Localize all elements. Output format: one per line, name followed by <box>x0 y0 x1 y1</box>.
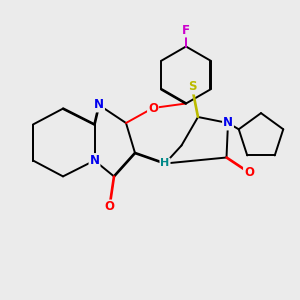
Text: F: F <box>182 23 190 37</box>
Text: N: N <box>89 154 100 167</box>
Text: H: H <box>160 158 169 169</box>
Text: N: N <box>94 98 104 112</box>
Text: O: O <box>104 200 115 214</box>
Text: S: S <box>188 80 196 94</box>
Text: O: O <box>148 101 158 115</box>
Text: N: N <box>223 116 233 130</box>
Text: O: O <box>244 166 254 179</box>
